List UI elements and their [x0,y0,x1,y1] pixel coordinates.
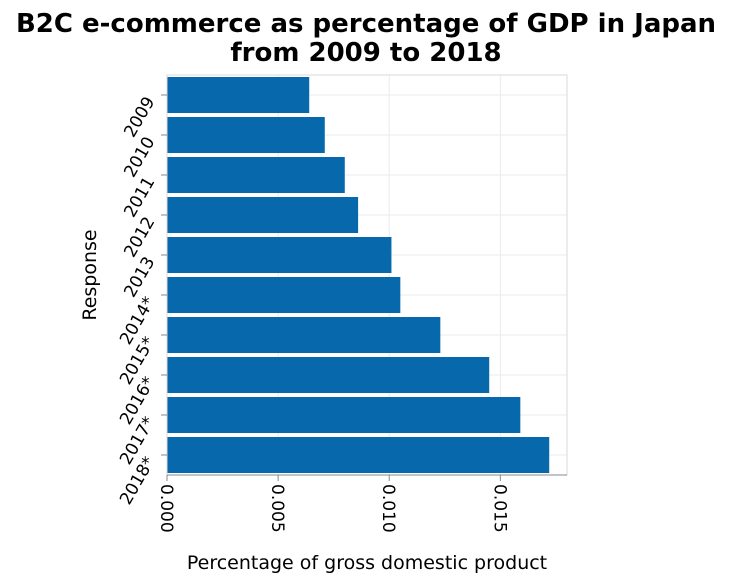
x-axis-title: Percentage of gross domestic product [187,552,547,574]
bar-2013 [167,237,392,273]
bar-2012 [167,197,359,233]
bar-2009 [167,77,310,113]
y-tick-labels: 200920102011201220132014*2015*2016*2017*… [116,94,159,509]
chart-title-line-2: from 2009 to 2018 [230,38,501,68]
y-tick-label: 2011 [120,174,159,221]
bars [167,77,550,473]
y-tick-label: 2010 [120,134,159,181]
bar-2010 [167,117,325,153]
chart-title-line-1: B2C e-commerce as percentage of GDP in J… [16,9,716,39]
bar-2015-est [167,317,441,353]
axis-ticks [161,94,567,481]
y-tick-label: 2013 [120,254,159,301]
bar-2018-est [167,437,550,473]
bar-2011 [167,157,345,193]
x-tick-label: 0.000 [156,484,176,533]
y-tick-label: 2009 [120,94,159,141]
bar-2014-est [167,277,401,313]
y-axis-title: Response [79,229,101,320]
x-tick-label: 0.010 [378,484,398,533]
x-tick-label: 0.015 [489,484,509,533]
x-tick-labels: 0.000 0.005 0.010 0.015 [156,484,509,533]
x-tick-label: 0.005 [267,484,287,533]
bar-2016-est [167,357,490,393]
y-tick-label: 2012 [120,214,159,261]
bar-2017-est [167,397,521,433]
